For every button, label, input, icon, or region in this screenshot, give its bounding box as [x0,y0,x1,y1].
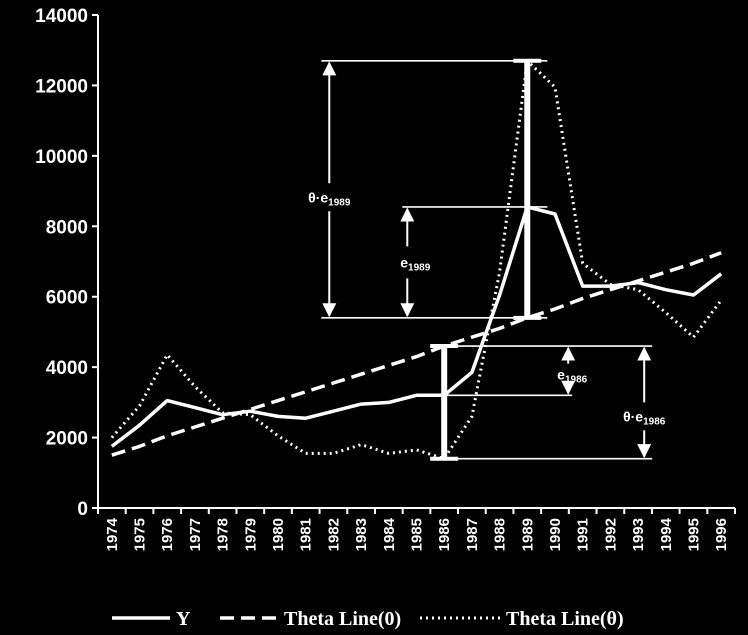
label-e1986: e1986 [557,367,587,386]
label-theta-e1989-subscript: 1989 [328,197,351,208]
x-tick-label: 1974 [104,517,121,551]
x-tick-label: 1992 [602,518,619,551]
legend-label-1: Theta Line(0) [284,608,401,630]
legend-label-2: Theta Line(θ) [506,608,624,630]
x-tick-label: 1988 [492,518,509,551]
x-tick-label: 1979 [242,518,259,551]
label-e1989: e1989 [400,254,430,273]
y-tick-label: 10000 [35,147,88,168]
x-tick-label: 1977 [187,518,204,551]
label-e1986-base: e [557,367,565,383]
x-tick-label: 1983 [353,518,370,551]
axes: 0 2000 4000 6000 8000 10000 12000 14000 1974 1975… [35,6,736,551]
x-tick-label: 1975 [132,518,149,551]
y-tick-label: 14000 [35,6,88,27]
series-line-theta-line-θ- [110,59,723,461]
legend-label-0: Y [176,608,191,630]
x-tick-label: 1980 [270,518,287,551]
x-tick-label: 1994 [658,517,675,551]
x-tick-label: 1982 [325,518,342,551]
x-tick-label: 1981 [298,518,315,551]
y-tick-label: 4000 [46,358,88,379]
series-line-theta-line-0- [111,251,722,457]
y-tick-label: 0 [77,499,88,520]
label-theta-e1986-subscript: 1986 [643,416,666,427]
label-theta-e1989-base: θ·e [308,189,328,205]
label-e1989-base: e [400,254,408,270]
x-tick-label: 1976 [159,518,176,551]
y-tick-label: 6000 [46,288,88,309]
series-group [110,59,723,461]
x-tick-label: 1985 [409,518,426,551]
legend: Y Theta Line(0) Theta Line(θ) [112,608,624,630]
label-e1989-subscript: 1989 [408,262,431,273]
y-tick-label: 8000 [46,217,88,238]
x-tick-label: 1993 [630,518,647,551]
x-tick-label: 1987 [464,518,481,551]
label-theta-e1989: θ·e1989 [308,189,351,208]
x-tick-label: 1991 [575,518,592,551]
x-tick-label: 1984 [381,517,398,551]
x-tick-label: 1989 [519,518,536,551]
label-e1986-subscript: 1986 [565,375,588,386]
y-tick-label: 12000 [35,76,88,97]
label-theta-e1986-base: θ·e [623,408,643,424]
x-tick-label: 1990 [547,518,564,551]
label-theta-e1986: θ·e1986 [623,408,666,427]
x-tick-label: 1978 [215,518,232,551]
x-tick-label: 1995 [685,518,702,551]
x-tick-label: 1996 [713,518,730,551]
x-tick-label: 1986 [436,518,453,551]
y-tick-label: 2000 [46,429,88,450]
annotation-lines [321,58,653,461]
